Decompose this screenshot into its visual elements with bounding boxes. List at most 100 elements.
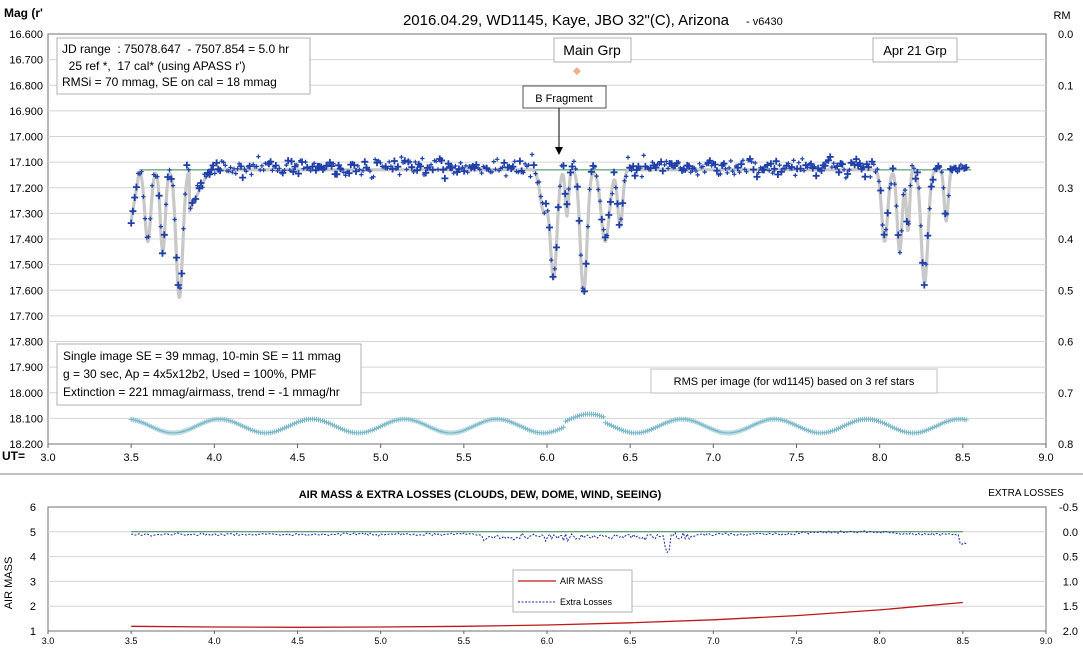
magnitude-point — [155, 192, 163, 200]
top-x-tick-label: 6.0 — [539, 452, 554, 464]
magnitude-point — [927, 206, 932, 211]
chart-version-tag: - v6430 — [746, 16, 783, 28]
magnitude-point — [835, 168, 843, 176]
magnitude-point — [522, 161, 528, 167]
magnitude-point — [170, 183, 176, 188]
magnitude-point — [641, 153, 646, 158]
magnitude-point — [899, 228, 904, 233]
magnitude-point — [438, 157, 445, 164]
magnitude-point — [723, 166, 728, 171]
magnitude-point — [477, 167, 482, 172]
magnitude-point — [549, 273, 557, 281]
magnitude-point — [483, 164, 491, 172]
magnitude-point — [737, 160, 745, 168]
magnitude-point — [652, 164, 660, 171]
magnitude-point — [282, 168, 287, 173]
magnitude-point — [821, 162, 829, 170]
magnitude-point — [542, 211, 547, 216]
magnitude-point — [163, 202, 169, 207]
bottom-y-ticks-right: -0.5 0.0 0.5 1.0 1.5 2.0 — [1059, 502, 1078, 638]
magnitude-point — [460, 165, 465, 170]
magnitude-point — [275, 168, 280, 174]
magnitude-point — [413, 159, 418, 165]
top-y-tick-right: 0.3 — [1058, 183, 1073, 195]
top-y-ticks-right: 0.8 0.7 0.6 0.5 0.4 0.3 0.2 0.1 0.0 — [1058, 29, 1073, 451]
magnitude-point — [728, 158, 733, 164]
magnitude-point — [308, 168, 313, 173]
info-line-3: RMSi = 70 mmag, SE on cal = 18 mmag — [62, 75, 277, 89]
rms-note-box — [650, 368, 938, 394]
apr21-grp-label: Apr 21 Grp — [883, 43, 947, 58]
magnitude-point — [568, 163, 576, 170]
magnitude-point — [916, 185, 922, 191]
magnitude-point — [734, 164, 742, 172]
magnitude-point — [155, 174, 160, 179]
bottom-x-tick-label: 4.5 — [291, 636, 304, 646]
magnitude-point — [172, 217, 177, 222]
magnitude-point — [919, 259, 927, 267]
magnitude-point — [605, 211, 613, 219]
bottom-x-tick-label: 3.5 — [125, 636, 138, 646]
magnitude-point — [700, 164, 706, 169]
magnitude-point — [880, 231, 888, 239]
magnitude-point — [937, 164, 943, 170]
info-line-1: JD range : 75078.647 - 7507.854 = 5.0 hr — [62, 42, 289, 56]
magnitude-point — [385, 166, 390, 171]
bottom-x-tick-label: 6.5 — [624, 636, 637, 646]
top-y-tick-right: 0.0 — [1058, 29, 1073, 41]
bottom-chart-title: AIR MASS & EXTRA LOSSES (CLOUDS, DEW, DO… — [299, 489, 662, 501]
magnitude-point — [429, 166, 437, 174]
magnitude-point — [294, 162, 299, 168]
magnitude-point — [629, 168, 634, 173]
magnitude-point — [174, 281, 182, 289]
magnitude-point — [702, 169, 707, 175]
magnitude-point — [158, 224, 163, 229]
magnitude-point — [427, 165, 432, 170]
magnitude-point — [479, 170, 484, 176]
magnitude-point — [934, 162, 942, 170]
magnitude-point — [197, 179, 205, 187]
magnitude-point — [486, 167, 491, 172]
magnitude-point — [749, 159, 754, 165]
rms-points — [128, 411, 969, 436]
bottom-y-ticks-left: 6 5 4 3 2 1 — [30, 502, 36, 638]
magnitude-point — [336, 165, 344, 173]
magnitude-point — [261, 167, 266, 173]
magnitude-point — [873, 169, 878, 175]
magnitude-point — [831, 161, 836, 166]
magnitude-point — [941, 185, 946, 190]
magnitude-point — [399, 154, 404, 160]
magnitude-point — [188, 206, 193, 211]
magnitude-point — [404, 167, 409, 172]
magnitude-point — [844, 170, 852, 178]
info-bottom-line-1: Single image SE = 39 mmag, 10-min SE = 1… — [63, 349, 341, 363]
magnitude-point — [607, 198, 614, 206]
magnitude-point — [883, 227, 889, 232]
magnitude-points — [127, 152, 970, 295]
magnitude-point — [615, 221, 623, 229]
bottom-y-tick-left: 3 — [30, 576, 36, 588]
magnitude-point — [587, 187, 592, 192]
magnitude-point — [912, 175, 920, 183]
magnitude-point — [146, 234, 151, 239]
top-y-tick-left: 18.000 — [9, 388, 43, 400]
magnitude-point — [797, 165, 805, 173]
magnitude-point — [435, 167, 441, 172]
magnitude-point — [289, 168, 297, 176]
top-y-tick-left: 17.500 — [9, 260, 43, 272]
top-y-tick-right: 0.5 — [1058, 285, 1073, 297]
magnitude-point — [737, 170, 742, 175]
b-fragment-label: B Fragment — [535, 93, 592, 105]
magnitude-point — [908, 183, 913, 188]
bottom-x-tick-label: 8.5 — [957, 636, 970, 646]
magnitude-point — [788, 163, 796, 171]
magnitude-point — [631, 172, 639, 180]
airmass-series — [131, 601, 963, 628]
top-x-tick-label: 6.5 — [623, 452, 638, 464]
magnitude-point — [444, 160, 452, 168]
main-grp-box — [553, 37, 632, 63]
top-y-tick-left: 17.700 — [9, 311, 43, 323]
magnitude-point — [553, 243, 560, 251]
magnitude-point — [880, 222, 885, 228]
